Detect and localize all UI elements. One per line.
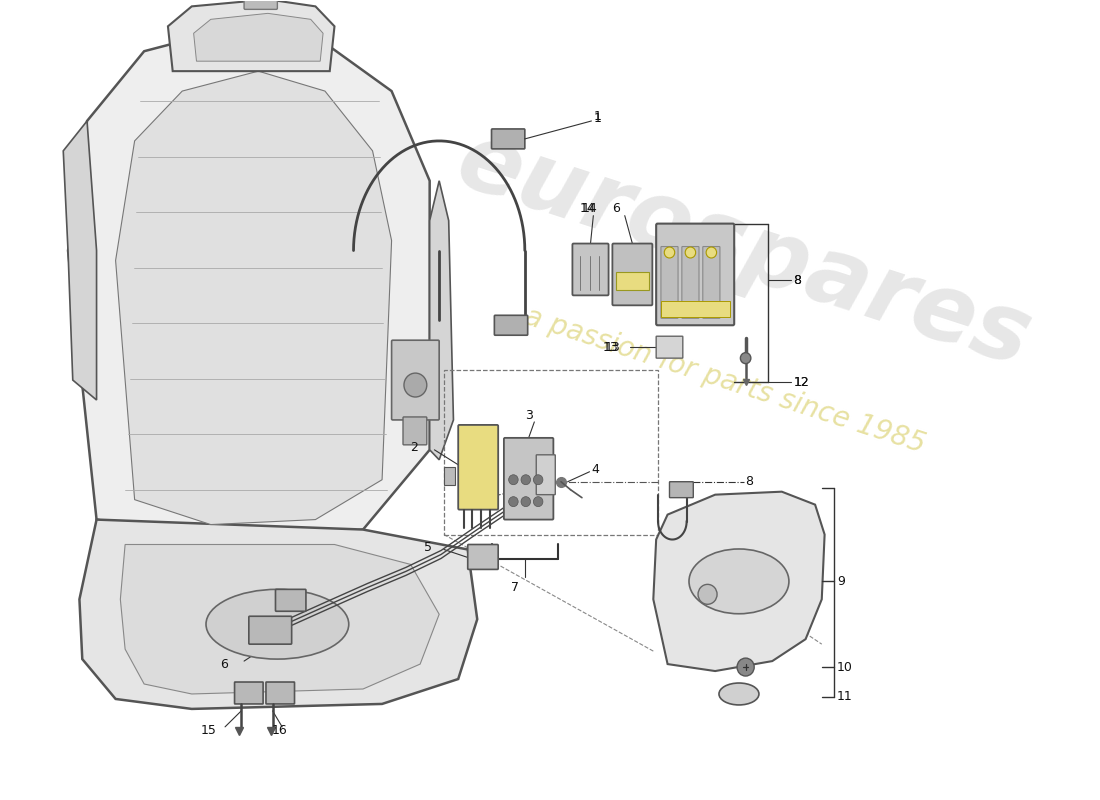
FancyBboxPatch shape (494, 315, 528, 335)
FancyBboxPatch shape (682, 246, 698, 318)
FancyBboxPatch shape (459, 425, 498, 510)
Circle shape (404, 373, 427, 397)
Text: 8: 8 (793, 274, 801, 287)
Text: 10: 10 (837, 661, 852, 674)
FancyBboxPatch shape (572, 243, 608, 295)
Polygon shape (194, 14, 323, 61)
Text: 1: 1 (593, 113, 602, 126)
Circle shape (508, 474, 518, 485)
Bar (444, 370, 658, 534)
Circle shape (706, 247, 716, 258)
FancyBboxPatch shape (657, 224, 734, 326)
FancyBboxPatch shape (613, 243, 652, 306)
Text: 3: 3 (525, 410, 532, 422)
Circle shape (508, 497, 518, 506)
Text: 16: 16 (272, 724, 287, 738)
FancyBboxPatch shape (403, 417, 427, 445)
Polygon shape (653, 492, 825, 671)
Text: 15: 15 (201, 724, 217, 738)
Text: 12: 12 (793, 375, 808, 389)
Text: 14: 14 (582, 202, 597, 215)
Text: 8: 8 (793, 274, 801, 287)
FancyBboxPatch shape (492, 129, 525, 149)
FancyBboxPatch shape (504, 438, 553, 519)
Text: 13: 13 (603, 341, 618, 354)
Circle shape (685, 247, 695, 258)
Text: 6: 6 (613, 202, 620, 215)
Bar (661, 302, 730, 318)
FancyBboxPatch shape (670, 482, 693, 498)
Polygon shape (68, 26, 430, 545)
Text: 11: 11 (837, 690, 852, 703)
Ellipse shape (689, 549, 789, 614)
Polygon shape (79, 519, 477, 709)
Text: 7: 7 (512, 581, 519, 594)
Text: 6: 6 (220, 658, 228, 670)
Ellipse shape (206, 590, 349, 659)
Circle shape (737, 658, 755, 676)
Circle shape (664, 247, 674, 258)
Text: 14: 14 (580, 202, 596, 215)
FancyBboxPatch shape (703, 246, 719, 318)
FancyBboxPatch shape (536, 455, 556, 494)
FancyBboxPatch shape (275, 590, 306, 611)
Circle shape (534, 474, 543, 485)
Circle shape (740, 353, 751, 364)
Bar (616, 273, 649, 290)
Circle shape (521, 474, 530, 485)
Polygon shape (63, 121, 97, 400)
Text: 8: 8 (746, 475, 754, 488)
Text: 4: 4 (592, 463, 600, 476)
FancyBboxPatch shape (468, 545, 498, 570)
Circle shape (698, 584, 717, 604)
Text: a passion for parts since 1985: a passion for parts since 1985 (520, 302, 928, 458)
Bar (444, 466, 455, 485)
Polygon shape (116, 71, 392, 525)
Polygon shape (120, 545, 439, 694)
Circle shape (521, 497, 530, 506)
FancyBboxPatch shape (249, 616, 292, 644)
FancyBboxPatch shape (266, 682, 295, 704)
Text: 9: 9 (837, 575, 845, 588)
Text: eurospares: eurospares (446, 114, 1042, 386)
FancyBboxPatch shape (244, 0, 277, 10)
Polygon shape (430, 181, 453, 460)
Text: 5: 5 (424, 541, 431, 554)
Circle shape (534, 497, 543, 506)
FancyBboxPatch shape (661, 246, 678, 318)
Text: 2: 2 (410, 442, 418, 454)
FancyBboxPatch shape (392, 340, 439, 420)
Ellipse shape (719, 683, 759, 705)
FancyBboxPatch shape (657, 336, 683, 358)
Polygon shape (168, 0, 334, 71)
FancyBboxPatch shape (234, 682, 263, 704)
Text: 1: 1 (593, 110, 602, 123)
Text: 13: 13 (604, 341, 620, 354)
Text: 12: 12 (793, 375, 808, 389)
